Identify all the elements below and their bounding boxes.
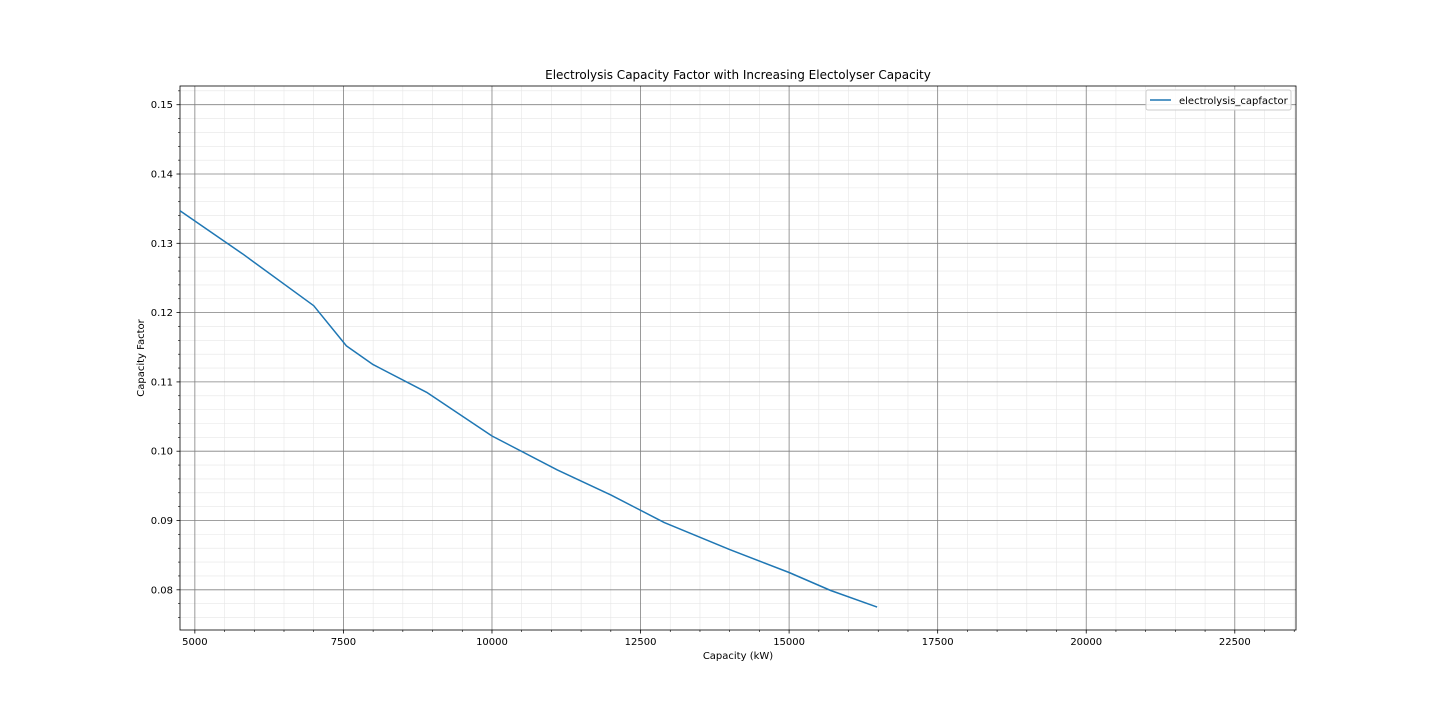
legend: electrolysis_capfactor <box>1145 89 1292 111</box>
x-tick-label: 5000 <box>182 637 207 648</box>
x-tick-label: 7500 <box>331 637 356 648</box>
series-layer <box>179 210 878 608</box>
y-tick-label: 0.14 <box>151 170 173 181</box>
y-tick-label: 0.13 <box>151 239 173 250</box>
x-axis-label: Capacity (kW) <box>703 651 773 662</box>
y-tick-label: 0.10 <box>151 447 173 458</box>
legend-label: electrolysis_capfactor <box>1179 96 1289 107</box>
y-tick-label: 0.09 <box>151 516 173 527</box>
y-axis-label: Capacity Factor <box>136 318 147 396</box>
y-tick-label: 0.12 <box>151 308 173 319</box>
x-tick-label: 22500 <box>1219 637 1251 648</box>
x-tick-label: 15000 <box>773 637 805 648</box>
major-gridlines <box>180 86 1296 630</box>
minor-gridlines <box>180 86 1296 630</box>
plot-frame <box>179 85 1297 631</box>
x-tick-label: 12500 <box>625 637 657 648</box>
y-tick-label: 0.11 <box>151 377 173 388</box>
legend-box <box>1145 89 1292 111</box>
x-tick-label: 17500 <box>922 637 954 648</box>
y-tick-label: 0.15 <box>151 100 173 111</box>
x-tick-label: 20000 <box>1070 637 1102 648</box>
series-line-electrolysis-capfactor <box>179 210 878 608</box>
chart-title: Electrolysis Capacity Factor with Increa… <box>545 68 931 82</box>
y-tick-label: 0.08 <box>151 585 173 596</box>
x-tick-label: 10000 <box>476 637 508 648</box>
axis-ticks: 5000 7500 10000 12500 15000 17500 20000 22500 0.… <box>151 90 1295 648</box>
